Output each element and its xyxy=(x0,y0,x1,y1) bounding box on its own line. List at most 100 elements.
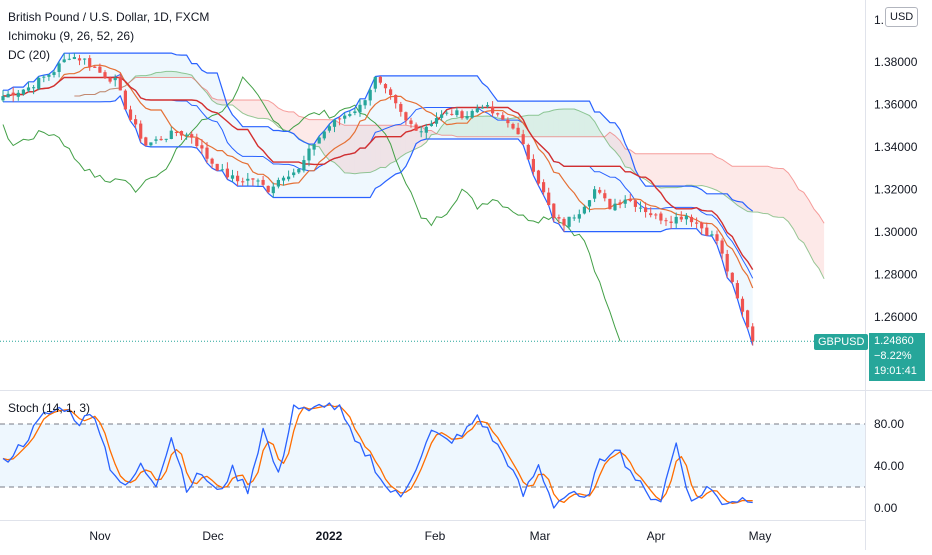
candle-body xyxy=(230,175,235,179)
ichimoku-cloud-segment xyxy=(487,116,493,137)
ichimoku-cloud-segment xyxy=(752,166,758,213)
candle-body xyxy=(567,216,571,227)
candle-body xyxy=(491,106,495,114)
ichimoku-cloud-segment xyxy=(497,118,503,137)
ichimoku-cloud-segment xyxy=(548,110,554,137)
candle-body xyxy=(587,200,592,207)
ichimoku-cloud-segment xyxy=(181,72,187,78)
symbol-legend[interactable]: British Pound / U.S. Dollar, 1D, FXCM xyxy=(8,10,210,24)
candle-body xyxy=(21,89,25,95)
ichimoku-cloud-segment xyxy=(472,116,478,137)
candle-body xyxy=(695,222,699,224)
ichimoku-cloud-segment xyxy=(303,117,309,145)
candle-body xyxy=(664,220,668,222)
candle-body xyxy=(42,76,46,78)
ichimoku-legend[interactable]: Ichimoku (9, 26, 52, 26) xyxy=(8,29,135,43)
candle-body xyxy=(424,126,428,133)
candle-body xyxy=(93,66,97,68)
candle-body xyxy=(521,134,525,145)
candle-body xyxy=(684,215,688,220)
candle-body xyxy=(633,200,637,207)
last-price-value: 1.24860 xyxy=(874,335,914,347)
ichimoku-cloud-segment xyxy=(395,125,401,162)
ichimoku-cloud-segment xyxy=(309,119,315,147)
time-tick-label: Feb xyxy=(425,529,446,543)
ichimoku-cloud-segment xyxy=(742,166,748,212)
ichimoku-cloud-segment xyxy=(278,108,284,130)
candle-body xyxy=(292,172,296,176)
ichimoku-cloud-segment xyxy=(819,215,825,279)
candle-body xyxy=(123,90,127,110)
ichimoku-cloud-segment xyxy=(268,100,274,122)
candle-body xyxy=(725,253,729,272)
ichimoku-cloud-segment xyxy=(477,116,483,137)
candle-body xyxy=(67,58,71,60)
candle-body xyxy=(225,168,229,178)
ichimoku-cloud-segment xyxy=(365,125,371,173)
time-tick-label: May xyxy=(749,529,772,543)
candle-body xyxy=(241,181,245,183)
candle-body xyxy=(434,118,439,124)
price-tick-label-partial: 1. xyxy=(874,13,884,27)
time-tick-label: Mar xyxy=(530,529,551,543)
ichimoku-cloud-segment xyxy=(543,111,549,137)
candle-body xyxy=(256,180,260,182)
price-pane[interactable] xyxy=(0,52,865,346)
time-tick-label: Dec xyxy=(202,529,223,543)
candle-body xyxy=(409,120,413,124)
candle-body xyxy=(169,130,173,140)
ichimoku-cloud-segment xyxy=(625,148,631,168)
candle-body xyxy=(210,158,214,164)
ichimoku-cloud-segment xyxy=(783,168,789,222)
candle-body xyxy=(37,77,41,89)
candle-body xyxy=(185,134,189,136)
candle-body xyxy=(394,94,398,104)
candle-body xyxy=(261,179,265,185)
candle-body xyxy=(735,283,739,299)
candle-body xyxy=(404,112,408,121)
ichimoku-cloud-segment xyxy=(176,71,182,78)
axes-layer: 1.38000 1.36000 1.34000 1.32000 1.30000 1.280… xyxy=(89,13,917,543)
ichimoku-cloud-segment xyxy=(462,116,468,137)
ichimoku-cloud-segment xyxy=(666,153,672,188)
stoch-tick-label: 40.00 xyxy=(874,459,904,473)
ichimoku-cloud-segment xyxy=(451,118,457,137)
candle-body xyxy=(32,87,36,89)
candle-body xyxy=(389,89,393,95)
ichimoku-cloud-segment xyxy=(650,153,656,186)
candle-body xyxy=(460,111,464,119)
time-tick-label: 2022 xyxy=(316,529,343,543)
symbol-price-tag: GBPUSD xyxy=(814,334,869,350)
stoch-pane[interactable] xyxy=(0,402,865,509)
ichimoku-leading-span-b xyxy=(74,77,825,224)
ichimoku-cloud-segment xyxy=(706,153,712,189)
ichimoku-cloud-segment xyxy=(813,208,819,269)
candle-body xyxy=(164,138,168,140)
candle-body xyxy=(179,131,184,136)
candle-body xyxy=(506,119,510,124)
currency-button[interactable]: USD xyxy=(885,7,919,27)
ichimoku-cloud-segment xyxy=(711,153,717,191)
ichimoku-cloud-segment xyxy=(681,153,687,187)
ichimoku-cloud-segment xyxy=(400,125,406,157)
candle-body xyxy=(715,234,719,241)
candle-body xyxy=(348,114,352,116)
ichimoku-cloud-segment xyxy=(584,113,590,137)
candle-body xyxy=(1,96,5,101)
candle-body xyxy=(108,77,112,82)
ichimoku-cloud-segment xyxy=(411,126,417,152)
candle-body xyxy=(582,206,586,214)
ichimoku-cloud-segment xyxy=(574,109,580,137)
candle-body xyxy=(215,163,219,171)
candle-body xyxy=(327,126,331,131)
candle-body xyxy=(638,207,643,209)
candle-body xyxy=(251,178,255,180)
donchian-legend[interactable]: DC (20) xyxy=(8,48,51,62)
stoch-legend[interactable]: Stoch (14, 1, 3) xyxy=(8,401,91,415)
ichimoku-cloud-segment xyxy=(727,162,733,201)
ichimoku-cloud-segment xyxy=(339,123,345,173)
candle-body xyxy=(618,202,622,205)
ichimoku-cloud-segment xyxy=(482,116,488,137)
